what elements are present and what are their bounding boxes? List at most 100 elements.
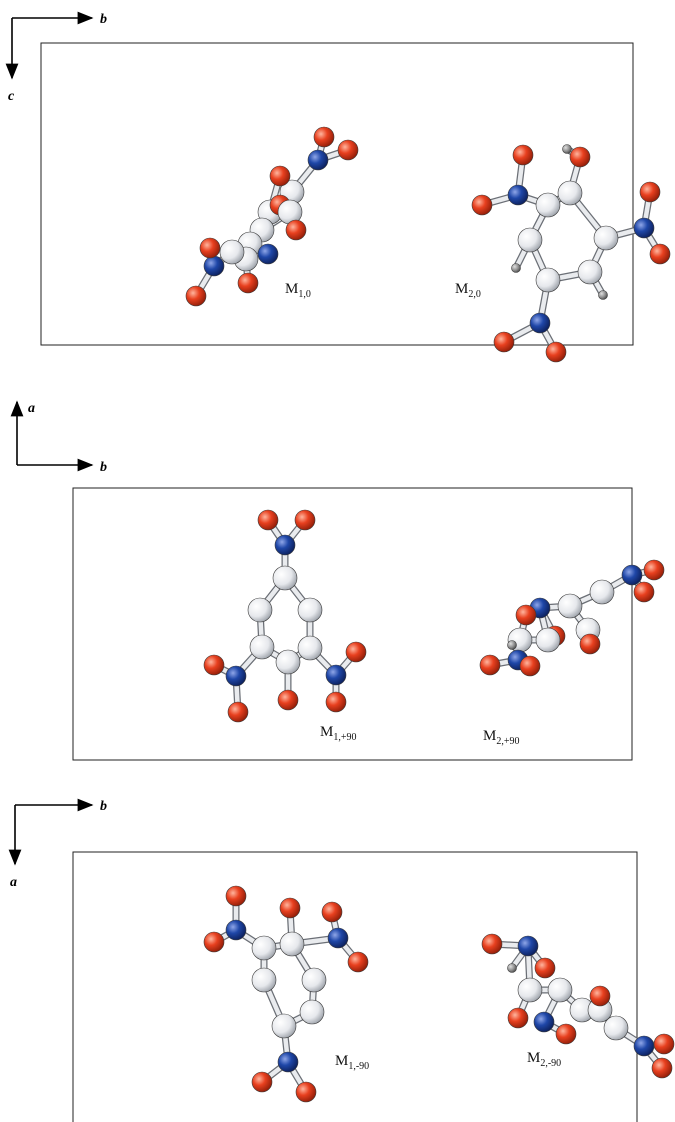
oxygen-atom xyxy=(203,931,225,953)
oxygen-atom xyxy=(227,701,249,723)
carbon-atom xyxy=(219,239,245,265)
axis-label-b: b xyxy=(100,460,107,475)
carbon-atom xyxy=(535,192,561,218)
axis-label-a: a xyxy=(28,401,35,416)
unit-cell-frame-3 xyxy=(72,851,638,1122)
label-m2-plus90: M2,+90 xyxy=(483,728,519,747)
carbon-atom xyxy=(593,225,619,251)
oxygen-atom xyxy=(269,165,291,187)
nitrogen-atom xyxy=(517,935,539,957)
axis-label-a: a xyxy=(10,875,17,890)
carbon-atom xyxy=(517,227,543,253)
axis-label-c: c xyxy=(8,89,15,104)
panel-1: b c M1,0 M2,0 xyxy=(5,11,671,363)
oxygen-atom xyxy=(643,559,665,581)
label-m2-minus90: M2,-90 xyxy=(527,1050,561,1069)
carbon-atom xyxy=(299,999,325,1025)
oxygen-atom xyxy=(653,1033,675,1055)
molecule-m2-minus90 xyxy=(481,933,675,1079)
unit-cell-frame-2 xyxy=(72,487,633,761)
atoms xyxy=(471,144,671,363)
oxygen-atom xyxy=(337,139,359,161)
atoms xyxy=(481,933,675,1079)
oxygen-atom xyxy=(294,509,316,531)
hydrogen-atom xyxy=(598,290,608,300)
nitrogen-atom xyxy=(225,665,247,687)
nitrogen-atom xyxy=(507,184,529,206)
oxygen-atom xyxy=(651,1057,673,1079)
molecule-m1-plus90 xyxy=(203,509,367,723)
oxygen-atom xyxy=(512,144,534,166)
oxygen-atom xyxy=(347,951,369,973)
carbon-atom xyxy=(557,180,583,206)
carbon-atom xyxy=(517,977,543,1003)
label-m2-0: M2,0 xyxy=(455,281,481,300)
oxygen-atom xyxy=(203,654,225,676)
molecule-m1-minus90 xyxy=(203,885,369,1103)
molecule-m1-0 xyxy=(185,126,359,307)
oxygen-atom xyxy=(321,901,343,923)
axis-indicator-1: b c xyxy=(5,11,107,104)
carbon-atom xyxy=(247,597,273,623)
oxygen-atom xyxy=(185,285,207,307)
panel-3: b a M1,-90 M2,-90 xyxy=(8,798,675,1122)
oxygen-atom xyxy=(507,1007,529,1029)
oxygen-atom xyxy=(569,146,591,168)
oxygen-atom xyxy=(555,1023,577,1045)
carbon-atom xyxy=(251,967,277,993)
oxygen-atom xyxy=(579,633,601,655)
nitrogen-atom xyxy=(633,1035,655,1057)
oxygen-atom xyxy=(519,655,541,677)
nitrogen-atom xyxy=(307,149,329,171)
oxygen-atom xyxy=(237,272,259,294)
carbon-atom xyxy=(535,627,561,653)
carbon-atom xyxy=(301,967,327,993)
oxygen-atom xyxy=(313,126,335,148)
carbon-atom xyxy=(589,579,615,605)
carbon-atom xyxy=(557,593,583,619)
hydrogen-atom xyxy=(507,640,517,650)
label-m1-plus90: M1,+90 xyxy=(320,724,356,743)
oxygen-atom xyxy=(639,181,661,203)
carbon-atom xyxy=(275,649,301,675)
oxygen-atom xyxy=(481,933,503,955)
nitrogen-atom xyxy=(529,312,551,334)
oxygen-atom xyxy=(279,897,301,919)
hydrogen-atom xyxy=(507,963,517,973)
oxygen-atom xyxy=(493,331,515,353)
atoms xyxy=(479,559,665,677)
nitrogen-atom xyxy=(327,927,349,949)
oxygen-atom xyxy=(633,581,655,603)
oxygen-atom xyxy=(325,691,347,713)
carbon-atom xyxy=(547,977,573,1003)
label-m1-minus90: M1,-90 xyxy=(335,1053,369,1072)
axis-label-b: b xyxy=(100,12,107,27)
oxygen-atom xyxy=(199,237,221,259)
hydrogen-atom xyxy=(562,144,572,154)
carbon-atom xyxy=(297,635,323,661)
oxygen-atom xyxy=(251,1071,273,1093)
unit-cell-frame-1 xyxy=(40,42,634,346)
molecule-m2-plus90 xyxy=(479,559,665,677)
carbon-atom xyxy=(251,935,277,961)
oxygen-atom xyxy=(277,689,299,711)
carbon-atom xyxy=(603,1015,629,1041)
axis-indicator-3: b a xyxy=(8,798,107,890)
carbon-atom xyxy=(535,267,561,293)
nitrogen-atom xyxy=(621,564,643,586)
oxygen-atom xyxy=(257,509,279,531)
nitrogen-atom xyxy=(277,1051,299,1073)
atoms xyxy=(203,885,369,1103)
oxygen-atom xyxy=(225,885,247,907)
nitrogen-atom xyxy=(633,217,655,239)
oxygen-atom xyxy=(534,957,556,979)
nitrogen-atom xyxy=(257,243,279,265)
carbon-atom xyxy=(279,931,305,957)
atoms xyxy=(203,509,367,723)
nitrogen-atom xyxy=(203,255,225,277)
carbon-atom xyxy=(297,597,323,623)
carbon-atom xyxy=(577,259,603,285)
oxygen-atom xyxy=(479,654,501,676)
hydrogen-atom xyxy=(511,263,521,273)
